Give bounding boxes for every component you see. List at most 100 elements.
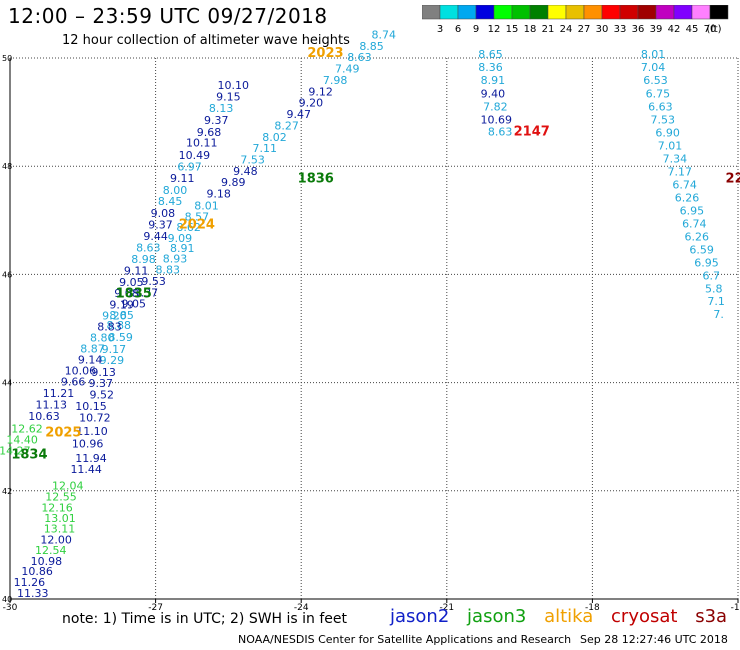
wave-height-label: 8.98 [131,253,156,266]
colorbar-label: 42 [668,24,681,35]
x-tick-label: -21 [439,603,454,613]
satellite-legend: jason2 jason3 altika cryosat s3a [390,606,739,627]
wave-height-label: 6.95 [680,204,705,217]
y-tick-label: 40 [2,595,12,604]
wave-height-label: 7.53 [240,153,265,166]
colorbar-label: 21 [542,24,555,35]
wave-height-label: 9.05 [122,297,147,310]
wave-height-label: 8.36 [478,61,503,74]
colorbar-swatch [709,5,729,20]
pass-time-label: 1836 [298,171,334,186]
wave-height-label: 9.12 [308,85,333,98]
wave-height-label: 11.94 [75,452,107,465]
wave-height-label: 10.15 [75,400,107,413]
wave-height-label: 11.21 [43,387,75,400]
wave-height-label: 9.09 [168,232,193,245]
y-tick-label: 44 [2,379,12,388]
x-tick-label: -30 [3,603,18,613]
colorbar-label: 70 [704,24,717,35]
wave-height-label: 12.54 [35,544,67,557]
wave-height-label: 8.87 [80,342,105,355]
wave-height-label: 8.59 [108,331,133,344]
wave-height-label: 7.1 [707,295,725,308]
wave-height-label: 9.89 [221,176,246,189]
wave-height-label: 7. [713,308,724,321]
wave-height-label: 11.10 [76,425,108,438]
wave-height-label: 8.63 [136,242,161,255]
wave-height-label: 13.11 [44,522,76,535]
wave-height-label: 14.27 [0,445,31,458]
wave-height-label: 7.98 [323,74,348,87]
wave-height-label: 10.98 [31,555,63,568]
wave-height-label: 9.53 [141,275,166,288]
wave-height-label: 6.7 [703,269,721,282]
satellite-s3a: s3a [695,606,728,627]
colorbar-label: 24 [560,24,573,35]
pass-time-label: 2147 [514,124,550,139]
wave-height-label: 9.08 [151,207,176,220]
wave-height-label: 10.96 [72,438,104,451]
wave-height-label: 8.02 [262,131,287,144]
wave-height-label: 9.05 [119,276,144,289]
pass-time-label: 2024 [179,217,215,232]
wave-height-label: 8.01 [194,199,219,212]
wave-height-label: 11.13 [36,399,68,412]
wave-height-label: 6.63 [648,100,673,113]
wave-height-label: 9.14 [78,354,103,367]
colorbar-label: 15 [506,24,519,35]
wave-height-label: 9.37 [134,287,159,300]
pass-time-label: 2023 [307,46,343,61]
wave-height-label: 6.97 [177,161,202,174]
wave-height-label: 8.65 [478,48,503,61]
wave-height-label: 8.91 [481,74,506,87]
wave-height-label: 6.26 [675,191,700,204]
wave-height-label: 9.29 [100,354,125,367]
colorbar-label: 6 [455,24,461,35]
wave-height-label: 8.74 [371,29,396,42]
satellite-altika: altika [544,606,594,627]
wave-height-label: 12.55 [45,491,77,504]
wave-height-label: 9.37 [204,114,229,127]
wave-height-label: 9.68 [197,126,222,139]
wave-height-label: 8.63 [488,125,513,138]
wave-height-label: 12.62 [11,422,43,435]
wave-height-label: 8.85 [109,309,134,322]
wave-height-label: 7.82 [483,100,508,113]
colorbar-label: 9 [473,24,479,35]
wave-height-label: 9.40 [481,87,506,100]
x-tick-label: -24 [294,603,309,613]
satellite-jason2: jason2 [390,606,450,627]
wave-height-label: 11.33 [17,587,49,600]
satellite-jason3: jason3 [467,606,527,627]
colorbar-label: 30 [596,24,609,35]
wave-height-label: 9.37 [148,218,173,231]
wave-height-label: 6.74 [672,178,697,191]
wave-height-label: 10.72 [79,412,111,425]
wave-height-label: 8.01 [641,48,666,61]
wave-height-label: 13.01 [44,512,76,525]
wave-height-label: 9.20 [299,97,324,110]
wave-height-label: 6.90 [655,126,680,139]
wave-height-label: 8.63 [347,51,372,64]
wave-height-label: 8.93 [163,252,188,265]
wave-height-label: 8.13 [209,102,234,115]
wave-height-label: 9.48 [233,165,258,178]
wave-height-label: 8.45 [158,195,183,208]
wave-height-label: 8.83 [97,321,122,334]
wave-height-label: 10.63 [28,410,60,423]
wave-height-label: 10.49 [179,149,211,162]
pass-time-label: 22 [726,171,740,186]
colorbar-label: 18 [524,24,537,35]
wave-height-label: 10.11 [186,137,218,150]
wave-height-label: 9.20 [102,309,127,322]
wave-height-label: 10.06 [65,364,97,377]
wave-height-label: 10.69 [481,113,513,126]
wave-height-label: 7.49 [335,63,360,76]
colorbar-label: 33 [614,24,627,35]
wave-height-label: 6.75 [646,87,671,100]
colorbar-label: 27 [578,24,591,35]
wave-height-label: 5.8 [705,282,723,295]
wave-height-label: 9.11 [124,264,149,277]
colorbar-label: 39 [650,24,663,35]
pass-time-label: 2025 [45,426,81,441]
